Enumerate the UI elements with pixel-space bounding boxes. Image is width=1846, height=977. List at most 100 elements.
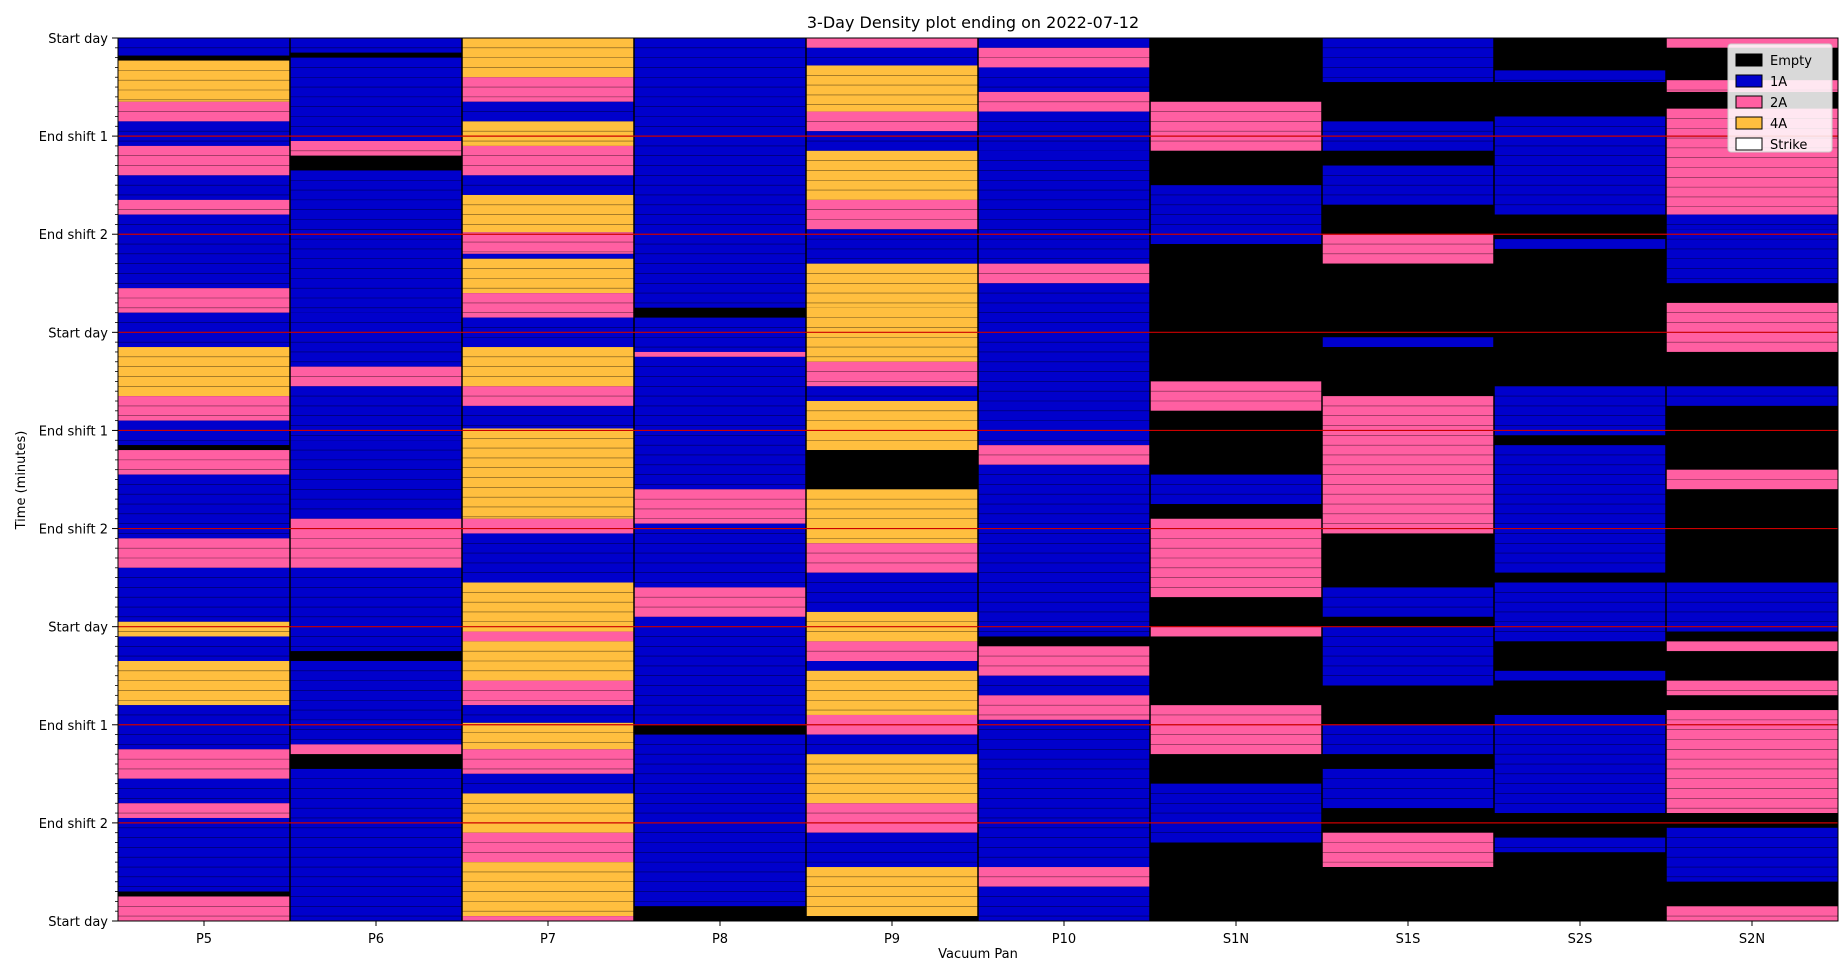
column-p5 bbox=[118, 38, 290, 921]
segment-empty bbox=[1322, 82, 1494, 122]
column-s2n bbox=[1665, 38, 1838, 921]
segment-2a bbox=[462, 631, 634, 642]
segment-1a bbox=[978, 719, 1150, 868]
segment-empty bbox=[1494, 214, 1666, 240]
segment-1a bbox=[634, 317, 806, 352]
segment-empty bbox=[118, 891, 290, 897]
segment-empty bbox=[1494, 38, 1666, 71]
segment-1a bbox=[1666, 582, 1838, 632]
segment-2a bbox=[1150, 626, 1322, 637]
segment-1a bbox=[118, 474, 290, 539]
segment-4a bbox=[118, 60, 290, 102]
chart-title: 3-Day Density plot ending on 2022-07-12 bbox=[807, 13, 1139, 32]
x-tick-label: P8 bbox=[712, 932, 728, 947]
segment-empty bbox=[290, 754, 462, 769]
legend-label: 4A bbox=[1770, 117, 1787, 132]
segment-empty bbox=[1322, 685, 1494, 725]
segment-2a bbox=[462, 680, 634, 706]
legend: Empty 1A 2A 4A Strike bbox=[1727, 43, 1833, 153]
segment-empty bbox=[634, 906, 806, 921]
segment-empty bbox=[1150, 636, 1322, 706]
segment-1a bbox=[1666, 827, 1838, 882]
y-tick-label: End shift 1 bbox=[39, 424, 108, 439]
segment-1a bbox=[1322, 724, 1494, 755]
segment-2a bbox=[462, 232, 634, 254]
column-p10 bbox=[977, 38, 1150, 921]
segment-4a bbox=[118, 347, 290, 397]
segment-empty bbox=[1322, 616, 1494, 627]
segment-4a bbox=[806, 65, 978, 112]
segment-empty bbox=[1494, 641, 1666, 671]
x-tick-label: S2N bbox=[1739, 932, 1765, 947]
segment-2a bbox=[1666, 680, 1838, 696]
segment-empty bbox=[1494, 248, 1666, 387]
segment-empty bbox=[1666, 695, 1838, 711]
segment-4a bbox=[118, 661, 290, 706]
x-tick-label: P5 bbox=[196, 932, 212, 947]
segment-empty bbox=[1666, 405, 1838, 470]
segment-4a bbox=[806, 401, 978, 451]
segment-2a bbox=[806, 38, 978, 48]
y-tick-label: End shift 1 bbox=[39, 130, 108, 145]
segment-2a bbox=[806, 199, 978, 230]
segment-2a bbox=[978, 646, 1150, 676]
segment-empty bbox=[1666, 283, 1838, 303]
segment-empty bbox=[1150, 150, 1322, 186]
segment-1a bbox=[1666, 214, 1838, 230]
segment-2a bbox=[806, 543, 978, 573]
segment-2a bbox=[634, 351, 806, 357]
segment-empty bbox=[1666, 813, 1838, 828]
segment-empty bbox=[1494, 435, 1666, 446]
segment-1a bbox=[290, 661, 462, 745]
segment-4a bbox=[462, 722, 634, 750]
segment-empty bbox=[1150, 504, 1322, 519]
segment-4a bbox=[806, 754, 978, 804]
y-tick-label: End shift 2 bbox=[39, 817, 108, 832]
legend-swatch-4a bbox=[1735, 116, 1763, 130]
segment-1a bbox=[1494, 445, 1666, 573]
segment-1a bbox=[634, 616, 806, 725]
segment-empty bbox=[290, 651, 462, 662]
segment-4a bbox=[462, 862, 634, 917]
segment-2a bbox=[1150, 381, 1322, 411]
segment-1a bbox=[118, 636, 290, 662]
y-tick-label: End shift 1 bbox=[39, 719, 108, 734]
segment-empty bbox=[118, 55, 290, 61]
shift-lines bbox=[118, 135, 1838, 824]
segment-2a bbox=[634, 587, 806, 617]
segment-empty bbox=[806, 916, 978, 921]
segment-1a bbox=[634, 38, 806, 308]
segment-1a bbox=[290, 312, 462, 367]
segment-4a bbox=[118, 621, 290, 637]
segment-1a bbox=[1322, 337, 1494, 348]
segment-empty bbox=[1666, 489, 1838, 583]
segment-1a bbox=[1494, 239, 1666, 249]
segment-empty bbox=[978, 636, 1150, 647]
legend-swatch-1a bbox=[1735, 74, 1763, 88]
segment-1a bbox=[118, 420, 290, 446]
segment-2a bbox=[290, 518, 462, 568]
segment-empty bbox=[634, 307, 806, 318]
segment-empty bbox=[1666, 651, 1838, 681]
segment-4a bbox=[462, 194, 634, 233]
segment-2a bbox=[118, 749, 290, 779]
segment-empty bbox=[1322, 263, 1494, 338]
x-axis: P5 P6 P7 P8 P9 P10 S1N S1S S2S S2N bbox=[196, 921, 1765, 947]
column-p8 bbox=[633, 38, 806, 921]
segment-empty bbox=[1322, 533, 1494, 588]
segment-2a bbox=[1322, 832, 1494, 868]
segment-1a bbox=[1150, 474, 1322, 505]
segment-empty bbox=[1150, 597, 1322, 627]
segment-empty bbox=[1322, 754, 1494, 769]
segment-empty bbox=[1322, 808, 1494, 833]
segment-1a bbox=[290, 170, 462, 313]
legend-swatch-2a bbox=[1735, 95, 1763, 109]
segment-1a bbox=[1322, 38, 1494, 83]
segment-1a bbox=[462, 405, 634, 429]
segment-1a bbox=[118, 705, 290, 750]
segment-4a bbox=[806, 263, 978, 308]
segment-1a bbox=[290, 567, 462, 652]
segment-1a bbox=[634, 523, 806, 588]
column-s2s bbox=[1493, 38, 1666, 921]
segment-1a bbox=[118, 567, 290, 622]
